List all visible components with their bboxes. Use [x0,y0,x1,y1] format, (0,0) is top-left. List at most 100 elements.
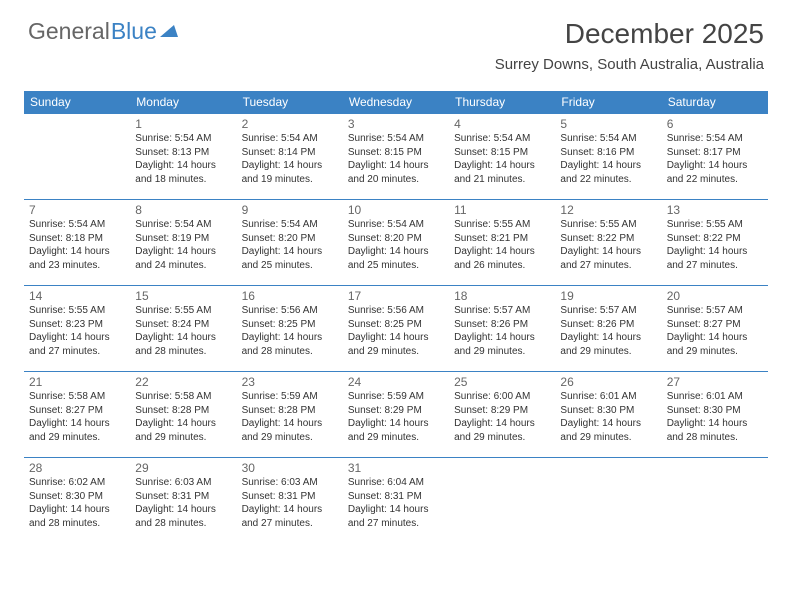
day-info: Sunrise: 5:54 AMSunset: 8:18 PMDaylight:… [29,218,125,272]
day-number: 3 [348,117,444,131]
day-number: 23 [242,375,338,389]
day-number: 15 [135,289,231,303]
title-block: December 2025 Surrey Downs, South Austra… [495,18,764,73]
calendar-day-cell: 1Sunrise: 5:54 AMSunset: 8:13 PMDaylight… [130,114,236,200]
logo-text-blue: Blue [111,18,157,45]
calendar-day-cell: 24Sunrise: 5:59 AMSunset: 8:29 PMDayligh… [343,372,449,458]
calendar-day-cell: 10Sunrise: 5:54 AMSunset: 8:20 PMDayligh… [343,200,449,286]
day-number: 1 [135,117,231,131]
day-header: Sunday [24,91,130,114]
day-info: Sunrise: 5:54 AMSunset: 8:16 PMDaylight:… [560,132,656,186]
day-info: Sunrise: 5:56 AMSunset: 8:25 PMDaylight:… [242,304,338,358]
calendar-empty-cell [555,458,661,544]
day-info: Sunrise: 5:54 AMSunset: 8:19 PMDaylight:… [135,218,231,272]
day-info: Sunrise: 5:59 AMSunset: 8:29 PMDaylight:… [348,390,444,444]
day-info: Sunrise: 5:58 AMSunset: 8:27 PMDaylight:… [29,390,125,444]
day-info: Sunrise: 6:01 AMSunset: 8:30 PMDaylight:… [560,390,656,444]
day-info: Sunrise: 5:54 AMSunset: 8:13 PMDaylight:… [135,132,231,186]
day-number: 12 [560,203,656,217]
day-number: 5 [560,117,656,131]
calendar-day-cell: 29Sunrise: 6:03 AMSunset: 8:31 PMDayligh… [130,458,236,544]
calendar-empty-cell [449,458,555,544]
day-number: 17 [348,289,444,303]
day-info: Sunrise: 6:03 AMSunset: 8:31 PMDaylight:… [135,476,231,530]
day-info: Sunrise: 5:55 AMSunset: 8:22 PMDaylight:… [667,218,763,272]
calendar-day-cell: 6Sunrise: 5:54 AMSunset: 8:17 PMDaylight… [662,114,768,200]
day-info: Sunrise: 5:55 AMSunset: 8:22 PMDaylight:… [560,218,656,272]
calendar-day-cell: 14Sunrise: 5:55 AMSunset: 8:23 PMDayligh… [24,286,130,372]
calendar-day-cell: 22Sunrise: 5:58 AMSunset: 8:28 PMDayligh… [130,372,236,458]
calendar-day-cell: 4Sunrise: 5:54 AMSunset: 8:15 PMDaylight… [449,114,555,200]
day-info: Sunrise: 5:59 AMSunset: 8:28 PMDaylight:… [242,390,338,444]
calendar-day-cell: 8Sunrise: 5:54 AMSunset: 8:19 PMDaylight… [130,200,236,286]
day-number: 8 [135,203,231,217]
day-number: 27 [667,375,763,389]
day-number: 4 [454,117,550,131]
day-info: Sunrise: 5:54 AMSunset: 8:20 PMDaylight:… [348,218,444,272]
calendar-day-cell: 7Sunrise: 5:54 AMSunset: 8:18 PMDaylight… [24,200,130,286]
day-number: 18 [454,289,550,303]
day-number: 25 [454,375,550,389]
day-number: 24 [348,375,444,389]
calendar-day-cell: 23Sunrise: 5:59 AMSunset: 8:28 PMDayligh… [237,372,343,458]
day-number: 14 [29,289,125,303]
calendar-day-cell: 20Sunrise: 5:57 AMSunset: 8:27 PMDayligh… [662,286,768,372]
calendar-week-row: 14Sunrise: 5:55 AMSunset: 8:23 PMDayligh… [24,286,768,372]
location-text: Surrey Downs, South Australia, Australia [495,56,764,73]
day-number: 6 [667,117,763,131]
day-info: Sunrise: 5:55 AMSunset: 8:21 PMDaylight:… [454,218,550,272]
calendar-day-cell: 25Sunrise: 6:00 AMSunset: 8:29 PMDayligh… [449,372,555,458]
calendar-day-cell: 12Sunrise: 5:55 AMSunset: 8:22 PMDayligh… [555,200,661,286]
day-info: Sunrise: 5:55 AMSunset: 8:23 PMDaylight:… [29,304,125,358]
day-info: Sunrise: 5:57 AMSunset: 8:26 PMDaylight:… [454,304,550,358]
calendar-day-cell: 11Sunrise: 5:55 AMSunset: 8:21 PMDayligh… [449,200,555,286]
day-header: Wednesday [343,91,449,114]
calendar-day-cell: 2Sunrise: 5:54 AMSunset: 8:14 PMDaylight… [237,114,343,200]
day-info: Sunrise: 5:54 AMSunset: 8:14 PMDaylight:… [242,132,338,186]
day-number: 19 [560,289,656,303]
day-info: Sunrise: 6:04 AMSunset: 8:31 PMDaylight:… [348,476,444,530]
day-info: Sunrise: 5:56 AMSunset: 8:25 PMDaylight:… [348,304,444,358]
calendar-empty-cell [662,458,768,544]
calendar-day-cell: 30Sunrise: 6:03 AMSunset: 8:31 PMDayligh… [237,458,343,544]
calendar-day-cell: 13Sunrise: 5:55 AMSunset: 8:22 PMDayligh… [662,200,768,286]
day-number: 26 [560,375,656,389]
logo-triangle-icon [160,23,182,39]
calendar-week-row: 21Sunrise: 5:58 AMSunset: 8:27 PMDayligh… [24,372,768,458]
day-number: 7 [29,203,125,217]
day-info: Sunrise: 6:01 AMSunset: 8:30 PMDaylight:… [667,390,763,444]
day-header: Thursday [449,91,555,114]
calendar-day-cell: 16Sunrise: 5:56 AMSunset: 8:25 PMDayligh… [237,286,343,372]
day-info: Sunrise: 5:55 AMSunset: 8:24 PMDaylight:… [135,304,231,358]
day-info: Sunrise: 5:54 AMSunset: 8:17 PMDaylight:… [667,132,763,186]
month-title: December 2025 [495,18,764,50]
calendar-table: SundayMondayTuesdayWednesdayThursdayFrid… [24,91,768,544]
day-number: 21 [29,375,125,389]
calendar-day-cell: 28Sunrise: 6:02 AMSunset: 8:30 PMDayligh… [24,458,130,544]
day-info: Sunrise: 6:02 AMSunset: 8:30 PMDaylight:… [29,476,125,530]
day-number: 29 [135,461,231,475]
day-number: 22 [135,375,231,389]
day-info: Sunrise: 5:57 AMSunset: 8:27 PMDaylight:… [667,304,763,358]
calendar-day-cell: 9Sunrise: 5:54 AMSunset: 8:20 PMDaylight… [237,200,343,286]
calendar-day-cell: 5Sunrise: 5:54 AMSunset: 8:16 PMDaylight… [555,114,661,200]
calendar-day-cell: 21Sunrise: 5:58 AMSunset: 8:27 PMDayligh… [24,372,130,458]
day-info: Sunrise: 5:57 AMSunset: 8:26 PMDaylight:… [560,304,656,358]
calendar-day-cell: 3Sunrise: 5:54 AMSunset: 8:15 PMDaylight… [343,114,449,200]
day-header: Saturday [662,91,768,114]
day-number: 28 [29,461,125,475]
day-number: 10 [348,203,444,217]
logo: General Blue [28,18,182,45]
day-info: Sunrise: 5:54 AMSunset: 8:20 PMDaylight:… [242,218,338,272]
calendar-day-cell: 26Sunrise: 6:01 AMSunset: 8:30 PMDayligh… [555,372,661,458]
day-number: 13 [667,203,763,217]
calendar-day-cell: 31Sunrise: 6:04 AMSunset: 8:31 PMDayligh… [343,458,449,544]
day-number: 9 [242,203,338,217]
day-info: Sunrise: 5:54 AMSunset: 8:15 PMDaylight:… [454,132,550,186]
day-info: Sunrise: 6:03 AMSunset: 8:31 PMDaylight:… [242,476,338,530]
day-number: 20 [667,289,763,303]
calendar-week-row: 28Sunrise: 6:02 AMSunset: 8:30 PMDayligh… [24,458,768,544]
calendar-day-cell: 17Sunrise: 5:56 AMSunset: 8:25 PMDayligh… [343,286,449,372]
calendar-day-cell: 18Sunrise: 5:57 AMSunset: 8:26 PMDayligh… [449,286,555,372]
day-header-row: SundayMondayTuesdayWednesdayThursdayFrid… [24,91,768,114]
